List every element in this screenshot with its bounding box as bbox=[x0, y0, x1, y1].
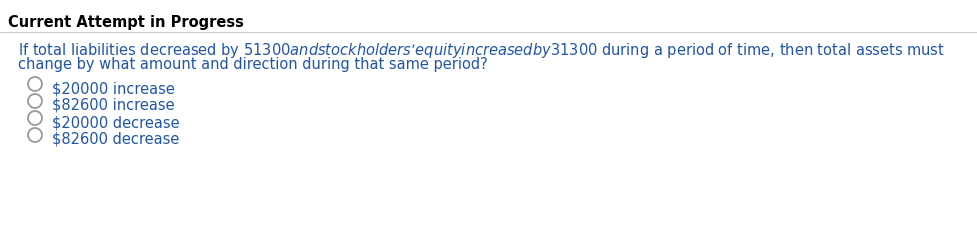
Text: \$20000 decrease: \$20000 decrease bbox=[52, 115, 180, 130]
Text: If total liabilities decreased by $51300 and stockholders’ equity increased by $: If total liabilities decreased by $51300… bbox=[18, 41, 944, 60]
Text: \$82600 increase: \$82600 increase bbox=[52, 98, 175, 113]
Text: change by what amount and direction during that same period?: change by what amount and direction duri… bbox=[18, 57, 488, 72]
Text: \$82600 decrease: \$82600 decrease bbox=[52, 132, 179, 146]
Text: \$20000 increase: \$20000 increase bbox=[52, 81, 175, 96]
Text: Current Attempt in Progress: Current Attempt in Progress bbox=[8, 15, 243, 30]
